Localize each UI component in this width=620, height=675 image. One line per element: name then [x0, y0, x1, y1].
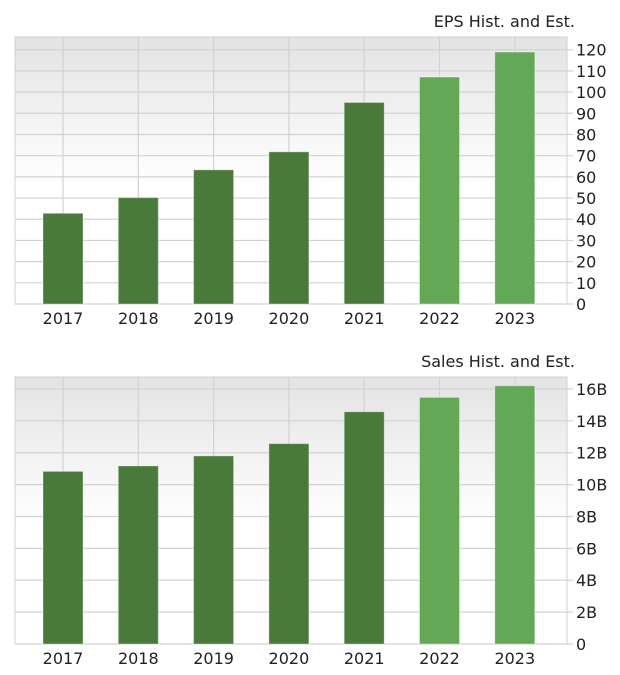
- y-tick-label: 10B: [576, 476, 607, 495]
- bar-2022: [419, 76, 460, 305]
- y-tick-label: 100: [576, 83, 607, 102]
- bar-2018: [117, 197, 159, 305]
- y-tick-label: 80: [576, 125, 596, 144]
- sales-chart: Sales Hist. and Est. 0 2B 4B 6B 8B 10B 12B 14B 16…: [14, 352, 607, 668]
- eps-chart: EPS Hist. and Est. 0 10 20 30 40 50 60 70 80 90 100…: [14, 12, 607, 328]
- y-tick-label: 70: [576, 147, 596, 166]
- y-tick-label: 40: [576, 210, 596, 229]
- x-tick-label: 2017: [43, 649, 84, 668]
- y-tick-label: 0: [576, 635, 586, 654]
- bar-2023: [494, 385, 536, 645]
- bar-2022: [419, 396, 460, 645]
- x-tick-label: 2017: [43, 309, 84, 328]
- y-tick-label: 60: [576, 168, 596, 187]
- bar-2018: [117, 465, 159, 645]
- chart-title: EPS Hist. and Est.: [434, 12, 575, 31]
- x-tick-label: 2020: [269, 649, 310, 668]
- bar-2023: [494, 51, 536, 305]
- x-tick-label: 2023: [494, 649, 535, 668]
- x-tick-label: 2018: [118, 309, 159, 328]
- y-tick-label: 4B: [576, 571, 597, 590]
- x-tick-label: 2019: [193, 649, 234, 668]
- bar-2019: [193, 455, 235, 645]
- y-tick-label: 14B: [576, 412, 607, 431]
- y-tick-label: 50: [576, 189, 596, 208]
- y-tick-label: 30: [576, 231, 596, 250]
- y-tick-label: 12B: [576, 444, 607, 463]
- y-tick-label: 16B: [576, 380, 607, 399]
- y-tick-label: 120: [576, 41, 607, 60]
- x-tick-label: 2023: [494, 309, 535, 328]
- x-tick-label: 2019: [193, 309, 234, 328]
- x-tick-label: 2022: [419, 649, 460, 668]
- y-tick-label: 110: [576, 62, 607, 81]
- bar-2017: [42, 212, 84, 305]
- x-tick-label: 2022: [419, 309, 460, 328]
- y-tick-label: 6B: [576, 539, 597, 558]
- bar-2019: [193, 169, 235, 305]
- chart-title: Sales Hist. and Est.: [421, 352, 575, 371]
- y-tick-label: 0: [576, 295, 586, 314]
- bar-2021: [343, 411, 385, 645]
- y-tick-label: 10: [576, 274, 596, 293]
- x-tick-label: 2021: [344, 649, 385, 668]
- bar-2020: [268, 151, 310, 305]
- y-tick-label: 20: [576, 253, 596, 272]
- y-tick-label: 8B: [576, 507, 597, 526]
- x-tick-label: 2021: [344, 309, 385, 328]
- bar-2020: [268, 443, 310, 645]
- y-tick-label: 2B: [576, 603, 597, 622]
- bar-2017: [42, 470, 84, 645]
- x-tick-label: 2020: [269, 309, 310, 328]
- y-tick-label: 90: [576, 104, 596, 123]
- bar-2021: [343, 101, 385, 305]
- x-tick-label: 2018: [118, 649, 159, 668]
